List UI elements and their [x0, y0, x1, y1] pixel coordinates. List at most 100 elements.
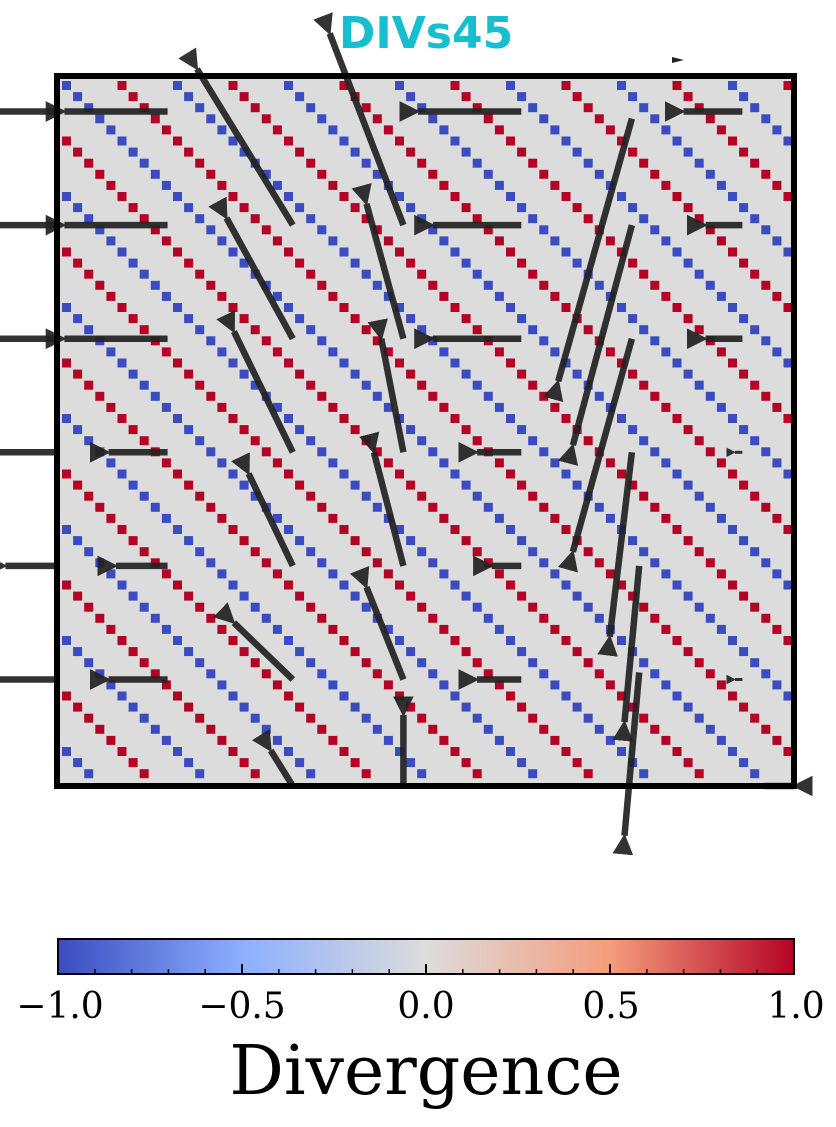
divergence-cell: [650, 613, 660, 623]
divergence-cell: [173, 469, 182, 479]
divergence-cell: [417, 214, 427, 224]
divergence-cell: [761, 280, 771, 290]
divergence-cell: [206, 447, 216, 457]
divergence-cell: [661, 347, 671, 357]
divergence-cell: [150, 613, 160, 623]
divergence-cell: [106, 236, 116, 246]
divergence-cell: [728, 469, 737, 479]
divergence-cell: [450, 469, 460, 479]
divergence-cell: [683, 425, 693, 435]
divergence-cell: [195, 713, 205, 723]
divergence-cell: [728, 81, 737, 90]
divergence-cell: [306, 103, 316, 113]
divergence-cell: [439, 458, 449, 468]
divergence-cell: [439, 624, 449, 634]
divergence-cell: [339, 636, 349, 645]
divergence-cell: [239, 758, 249, 768]
divergence-cell: [395, 81, 404, 90]
divergence-cell: [317, 336, 327, 346]
divergence-cell: [361, 325, 371, 335]
divergence-cell: [661, 291, 671, 301]
divergence-cell: [239, 203, 249, 213]
divergence-cell: [106, 347, 116, 357]
divergence-cell: [339, 525, 349, 534]
divergence-cell: [728, 303, 737, 312]
divergence-cell: [705, 280, 715, 290]
divergence-cell: [450, 136, 460, 146]
divergence-cell: [550, 125, 560, 135]
divergence-cell: [705, 724, 715, 734]
divergence-cell: [472, 380, 482, 390]
divergence-cell: [761, 447, 771, 457]
divergence-cell: [639, 103, 649, 113]
divergence-cell: [772, 236, 782, 246]
divergence-cell: [483, 114, 493, 124]
divergence-cell: [694, 380, 704, 390]
divergence-cell: [750, 214, 760, 224]
divergence-cell: [705, 391, 715, 401]
divergence-cell: [84, 269, 94, 279]
divergence-cell: [217, 680, 227, 690]
divergence-cell: [383, 680, 393, 690]
divergence-cell: [128, 536, 138, 546]
divergence-cell: [406, 369, 416, 379]
divergence-cell: [350, 758, 360, 768]
divergence-cell: [561, 525, 571, 534]
quiver-arrow: [216, 310, 296, 454]
divergence-cell: [539, 724, 549, 734]
divergence-cell: [450, 747, 460, 756]
divergence-cell: [439, 513, 449, 523]
divergence-cell: [539, 669, 549, 679]
divergence-cell: [228, 414, 238, 423]
divergence-cell: [250, 769, 260, 779]
divergence-cell: [184, 258, 194, 268]
divergence-cell: [317, 225, 327, 235]
divergence-cell: [106, 458, 116, 468]
quiver-arrow: [178, 47, 296, 227]
divergence-cell: [694, 769, 704, 779]
divergence-cell: [350, 591, 360, 601]
divergence-cell: [683, 203, 693, 213]
divergence-cell: [550, 680, 560, 690]
divergence-cell: [583, 713, 593, 723]
divergence-cell: [295, 425, 305, 435]
divergence-cell: [306, 436, 316, 446]
divergence-cell: [783, 636, 793, 645]
divergence-cell: [728, 136, 737, 146]
divergence-cell: [728, 247, 737, 257]
divergence-cell: [417, 158, 427, 168]
divergence-cell: [317, 114, 327, 124]
divergence-cell: [306, 602, 316, 612]
divergence-cell: [783, 303, 793, 312]
divergence-cell: [650, 669, 660, 679]
divergence-cell: [572, 203, 582, 213]
divergence-cell: [84, 158, 94, 168]
divergence-cell: [128, 369, 138, 379]
divergence-cell: [117, 525, 127, 534]
divergence-cell: [272, 458, 282, 468]
divergence-cell: [406, 591, 416, 601]
divergence-cell: [672, 469, 682, 479]
divergence-cell: [528, 380, 538, 390]
divergence-cell: [383, 125, 393, 135]
divergence-cell: [272, 735, 282, 745]
divergence-cell: [694, 436, 704, 446]
divergence-cell: [372, 225, 382, 235]
divergence-cell: [639, 380, 649, 390]
divergence-cell: [472, 658, 482, 668]
divergence-cell: [661, 513, 671, 523]
divergence-cell: [605, 458, 615, 468]
divergence-cell: [739, 591, 749, 601]
divergence-cell: [439, 125, 449, 135]
divergence-cell: [161, 458, 171, 468]
divergence-cell: [139, 158, 149, 168]
divergence-cell: [617, 303, 626, 312]
divergence-cell: [361, 602, 371, 612]
divergence-cell: [117, 691, 127, 701]
divergence-cell: [506, 303, 515, 312]
divergence-cell: [139, 269, 149, 279]
divergence-cell: [395, 691, 404, 701]
divergence-cell: [750, 436, 760, 446]
divergence-cell: [450, 414, 460, 423]
divergence-cell: [184, 314, 194, 324]
